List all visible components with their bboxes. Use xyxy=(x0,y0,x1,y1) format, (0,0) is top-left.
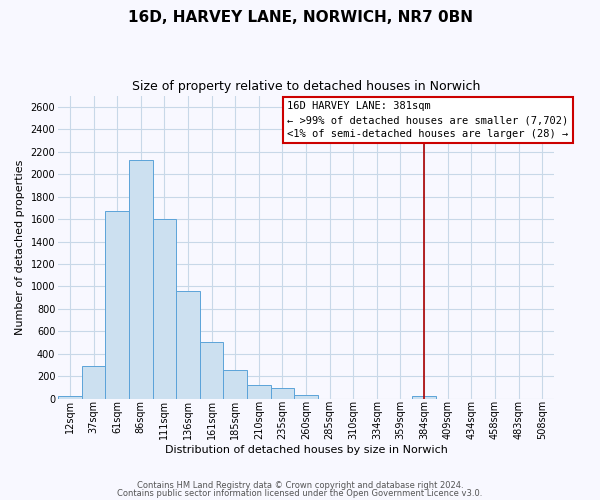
Bar xyxy=(247,385,271,398)
Text: 16D HARVEY LANE: 381sqm
← >99% of detached houses are smaller (7,702)
<1% of sem: 16D HARVEY LANE: 381sqm ← >99% of detach… xyxy=(287,101,568,139)
Text: 16D, HARVEY LANE, NORWICH, NR7 0BN: 16D, HARVEY LANE, NORWICH, NR7 0BN xyxy=(128,10,473,25)
Bar xyxy=(271,388,294,398)
Text: Contains HM Land Registry data © Crown copyright and database right 2024.: Contains HM Land Registry data © Crown c… xyxy=(137,481,463,490)
Bar xyxy=(106,211,129,398)
Bar xyxy=(294,396,318,398)
Bar xyxy=(129,160,152,398)
Bar xyxy=(412,396,436,398)
Bar xyxy=(200,342,223,398)
Y-axis label: Number of detached properties: Number of detached properties xyxy=(15,160,25,335)
Bar xyxy=(152,219,176,398)
Bar xyxy=(82,366,106,398)
Title: Size of property relative to detached houses in Norwich: Size of property relative to detached ho… xyxy=(132,80,480,93)
Text: Contains public sector information licensed under the Open Government Licence v3: Contains public sector information licen… xyxy=(118,488,482,498)
X-axis label: Distribution of detached houses by size in Norwich: Distribution of detached houses by size … xyxy=(164,445,448,455)
Bar xyxy=(58,396,82,398)
Bar xyxy=(223,370,247,398)
Bar xyxy=(176,291,200,399)
